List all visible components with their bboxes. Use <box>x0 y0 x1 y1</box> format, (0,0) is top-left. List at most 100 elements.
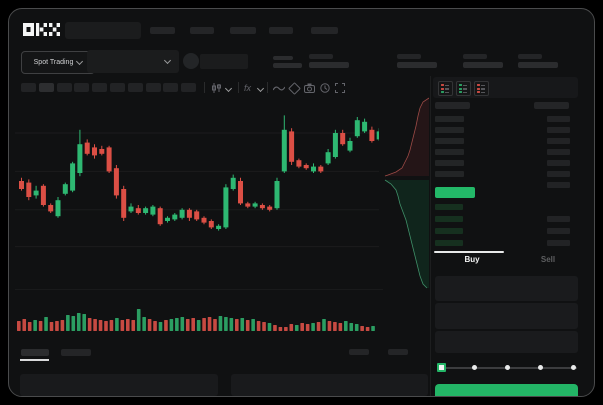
camera-icon[interactable] <box>304 83 315 93</box>
nav-item[interactable] <box>311 27 338 34</box>
orderbook-amount-header <box>534 102 569 109</box>
price-bar <box>435 138 464 144</box>
nav-item[interactable] <box>150 27 175 34</box>
orderbook-price-header <box>435 102 470 109</box>
orderbook-row[interactable] <box>435 114 570 125</box>
orderbook-view-bids-icon[interactable] <box>456 81 471 96</box>
tab-sell[interactable]: Sell <box>540 255 556 264</box>
toolbar-divider <box>267 82 268 93</box>
chevron-down-icon[interactable] <box>224 84 233 93</box>
bottom-panel-right <box>231 374 428 396</box>
stat-label-placeholder <box>518 54 542 59</box>
search-input[interactable] <box>65 22 141 39</box>
bottom-tab[interactable] <box>61 349 91 356</box>
market-type-selector[interactable]: Spot Trading <box>21 51 95 74</box>
orderbook-row[interactable] <box>435 180 570 191</box>
timeframe-button[interactable] <box>38 83 54 92</box>
timeframe-button[interactable] <box>181 83 197 92</box>
amount-slider[interactable] <box>437 359 577 375</box>
amount-bar <box>547 240 570 246</box>
orderbook-bids <box>435 202 570 250</box>
orderbook-row[interactable] <box>435 169 570 180</box>
bottom-action[interactable] <box>349 349 369 355</box>
orderbook-row[interactable] <box>435 147 570 158</box>
fullscreen-icon[interactable] <box>335 83 345 93</box>
clock-icon[interactable] <box>320 83 330 93</box>
nav-item[interactable] <box>190 27 214 34</box>
slider-handle[interactable] <box>437 363 446 372</box>
candlestick-style-icon[interactable] <box>211 83 221 93</box>
amount-bar <box>547 171 570 177</box>
tab-buy[interactable]: Buy <box>464 255 480 264</box>
nav-item[interactable] <box>230 27 256 34</box>
amount-bar <box>547 138 570 144</box>
buy-submit-button[interactable] <box>435 384 578 396</box>
bottom-action[interactable] <box>388 349 408 355</box>
timeframe-button[interactable] <box>21 83 36 92</box>
chevron-down-icon[interactable] <box>256 84 265 93</box>
pair-selector-dropdown[interactable] <box>87 50 179 73</box>
pane-divider <box>15 289 383 290</box>
buy-tab-underline <box>434 251 504 253</box>
timeframe-button[interactable] <box>145 83 161 92</box>
stat-label-placeholder <box>397 54 421 59</box>
stat-label-placeholder <box>309 54 333 59</box>
okx-logo[interactable] <box>23 23 61 36</box>
indicators-icon[interactable]: fx <box>244 83 252 93</box>
toolbar-divider <box>204 82 205 93</box>
last-price-bar[interactable] <box>435 187 475 198</box>
orderbook-row[interactable] <box>435 238 570 250</box>
orderbook-row[interactable] <box>435 226 570 238</box>
amount-input[interactable] <box>435 303 578 329</box>
price-value-placeholder <box>273 63 302 68</box>
orderbook-view-both-icon[interactable] <box>438 81 453 96</box>
orderbook-row[interactable] <box>435 125 570 136</box>
timeframe-button[interactable] <box>56 83 72 92</box>
price-bar <box>435 228 463 234</box>
amount-bar <box>547 182 570 188</box>
amount-bar <box>547 228 570 234</box>
chevron-down-icon <box>163 56 172 65</box>
slider-stop[interactable] <box>472 365 477 370</box>
amount-bar <box>547 149 570 155</box>
price-bar <box>435 204 463 210</box>
orderbook-row[interactable] <box>435 214 570 226</box>
orderbook-row[interactable] <box>435 136 570 147</box>
price-bar <box>435 240 463 246</box>
chevron-down-icon <box>76 57 84 66</box>
price-label-placeholder <box>273 56 293 60</box>
timeframe-button[interactable] <box>163 83 179 92</box>
orderbook-toolbar <box>433 77 578 98</box>
timeframe-button[interactable] <box>74 83 90 92</box>
stat-value-placeholder <box>518 62 558 68</box>
nav-item[interactable] <box>269 27 293 34</box>
timeframe-button[interactable] <box>110 83 125 92</box>
price-bar <box>435 160 464 166</box>
bottom-panel-left <box>20 374 218 396</box>
coin-icon <box>183 53 199 69</box>
orderbook-asks <box>435 114 570 191</box>
candlestick-chart[interactable] <box>15 101 379 261</box>
bottom-tab-underline <box>20 359 49 361</box>
app-window: Spot Trading fx <box>8 8 595 397</box>
timeframe-button[interactable] <box>92 83 108 92</box>
timeframe-button[interactable] <box>127 83 143 92</box>
price-input[interactable] <box>435 276 578 301</box>
price-bar <box>435 171 464 177</box>
bottom-tab-active[interactable] <box>21 349 49 356</box>
volume-chart[interactable] <box>15 303 377 331</box>
slider-stop[interactable] <box>505 365 510 370</box>
price-bar <box>435 149 464 155</box>
stat-value-placeholder <box>309 62 349 68</box>
amount-bar <box>547 216 570 222</box>
tag-icon[interactable] <box>288 82 301 95</box>
wave-line-icon[interactable] <box>273 85 285 92</box>
orderbook-row[interactable] <box>435 158 570 169</box>
okx-logo-glyph <box>23 23 60 36</box>
slider-stop[interactable] <box>538 365 543 370</box>
orderbook-row[interactable] <box>435 202 570 214</box>
orderbook-view-asks-icon[interactable] <box>474 81 489 96</box>
total-input[interactable] <box>435 331 578 353</box>
depth-chart[interactable] <box>383 96 429 291</box>
slider-stop[interactable] <box>571 365 576 370</box>
